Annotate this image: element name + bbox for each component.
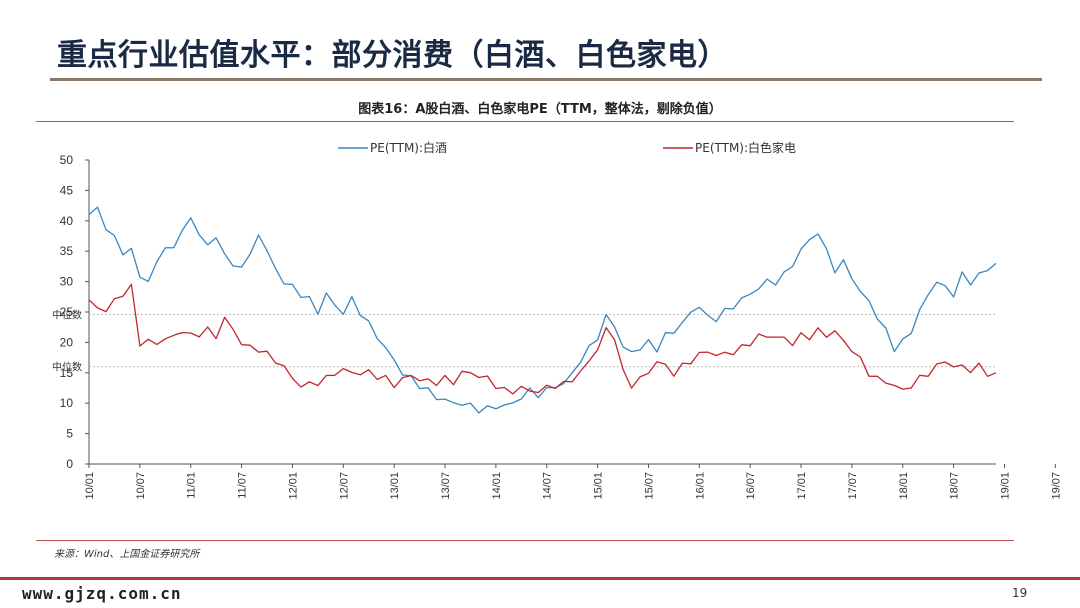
caption-top-rule: [36, 121, 1014, 122]
y-tick-label: 0: [66, 457, 73, 471]
x-tick-label: 13/01: [389, 472, 401, 500]
x-tick-label: 13/07: [440, 472, 452, 500]
slide-title: 重点行业估值水平：部分消费（白酒、白色家电）: [57, 38, 728, 73]
y-tick-label: 15: [60, 366, 74, 380]
x-tick-label: 12/01: [287, 472, 299, 500]
y-tick-label: 25: [60, 305, 74, 319]
x-tick-label: 15/07: [643, 472, 655, 500]
x-tick-label: 11/07: [237, 472, 249, 499]
x-tick-label: 18/01: [898, 472, 910, 500]
series-line-liquor: [88, 206, 997, 414]
y-tick-label: 35: [60, 244, 74, 258]
y-tick-label: 20: [60, 335, 74, 349]
y-tick-label: 10: [60, 396, 74, 410]
caption-bottom-rule: [36, 540, 1014, 541]
x-tick-label: 16/07: [745, 472, 757, 500]
x-tick-label: 11/01: [186, 472, 198, 499]
x-tick-label: 18/07: [949, 472, 961, 500]
x-tick-label: 14/01: [491, 472, 503, 500]
x-tick-label: 19/07: [1050, 472, 1062, 500]
legend-label: PE(TTM):白酒: [370, 140, 447, 155]
footer-bar: [0, 577, 1080, 580]
y-tick-label: 40: [60, 214, 74, 228]
x-tick-label: 17/01: [796, 472, 808, 500]
legend-label: PE(TTM):白色家电: [695, 140, 796, 155]
series-line-appliance: [88, 283, 997, 395]
figure-caption: 图表16：A股白酒、白色家电PE（TTM，整体法，剔除负值）: [358, 102, 722, 117]
x-tick-label: 15/01: [593, 472, 605, 500]
x-tick-label: 17/07: [847, 472, 859, 500]
x-tick-label: 19/01: [999, 472, 1011, 500]
page-number: 19: [1012, 586, 1028, 600]
median-label: 中位数: [52, 308, 82, 321]
x-tick-label: 12/07: [338, 472, 350, 500]
x-tick-label: 14/07: [542, 472, 554, 500]
pe-line-chart: 0 5 10 15 20 25 30 35 40 45 50 10/01 10/07 11/01 11/07…: [52, 140, 1062, 500]
y-tick-label: 50: [60, 153, 74, 167]
x-tick-label: 10/01: [84, 472, 96, 500]
y-tick-label: 5: [66, 427, 73, 441]
title-divider: [50, 78, 1042, 81]
website-watermark: www.gjzq.com.cn: [22, 584, 182, 603]
y-tick-label: 45: [60, 183, 74, 197]
x-tick-label: 10/07: [135, 472, 147, 500]
x-tick-label: 16/01: [694, 472, 706, 500]
median-label: 中位数: [52, 361, 82, 374]
y-tick-label: 30: [60, 275, 74, 289]
source-note: 来源：Wind、上国金证券研究所: [54, 549, 200, 560]
